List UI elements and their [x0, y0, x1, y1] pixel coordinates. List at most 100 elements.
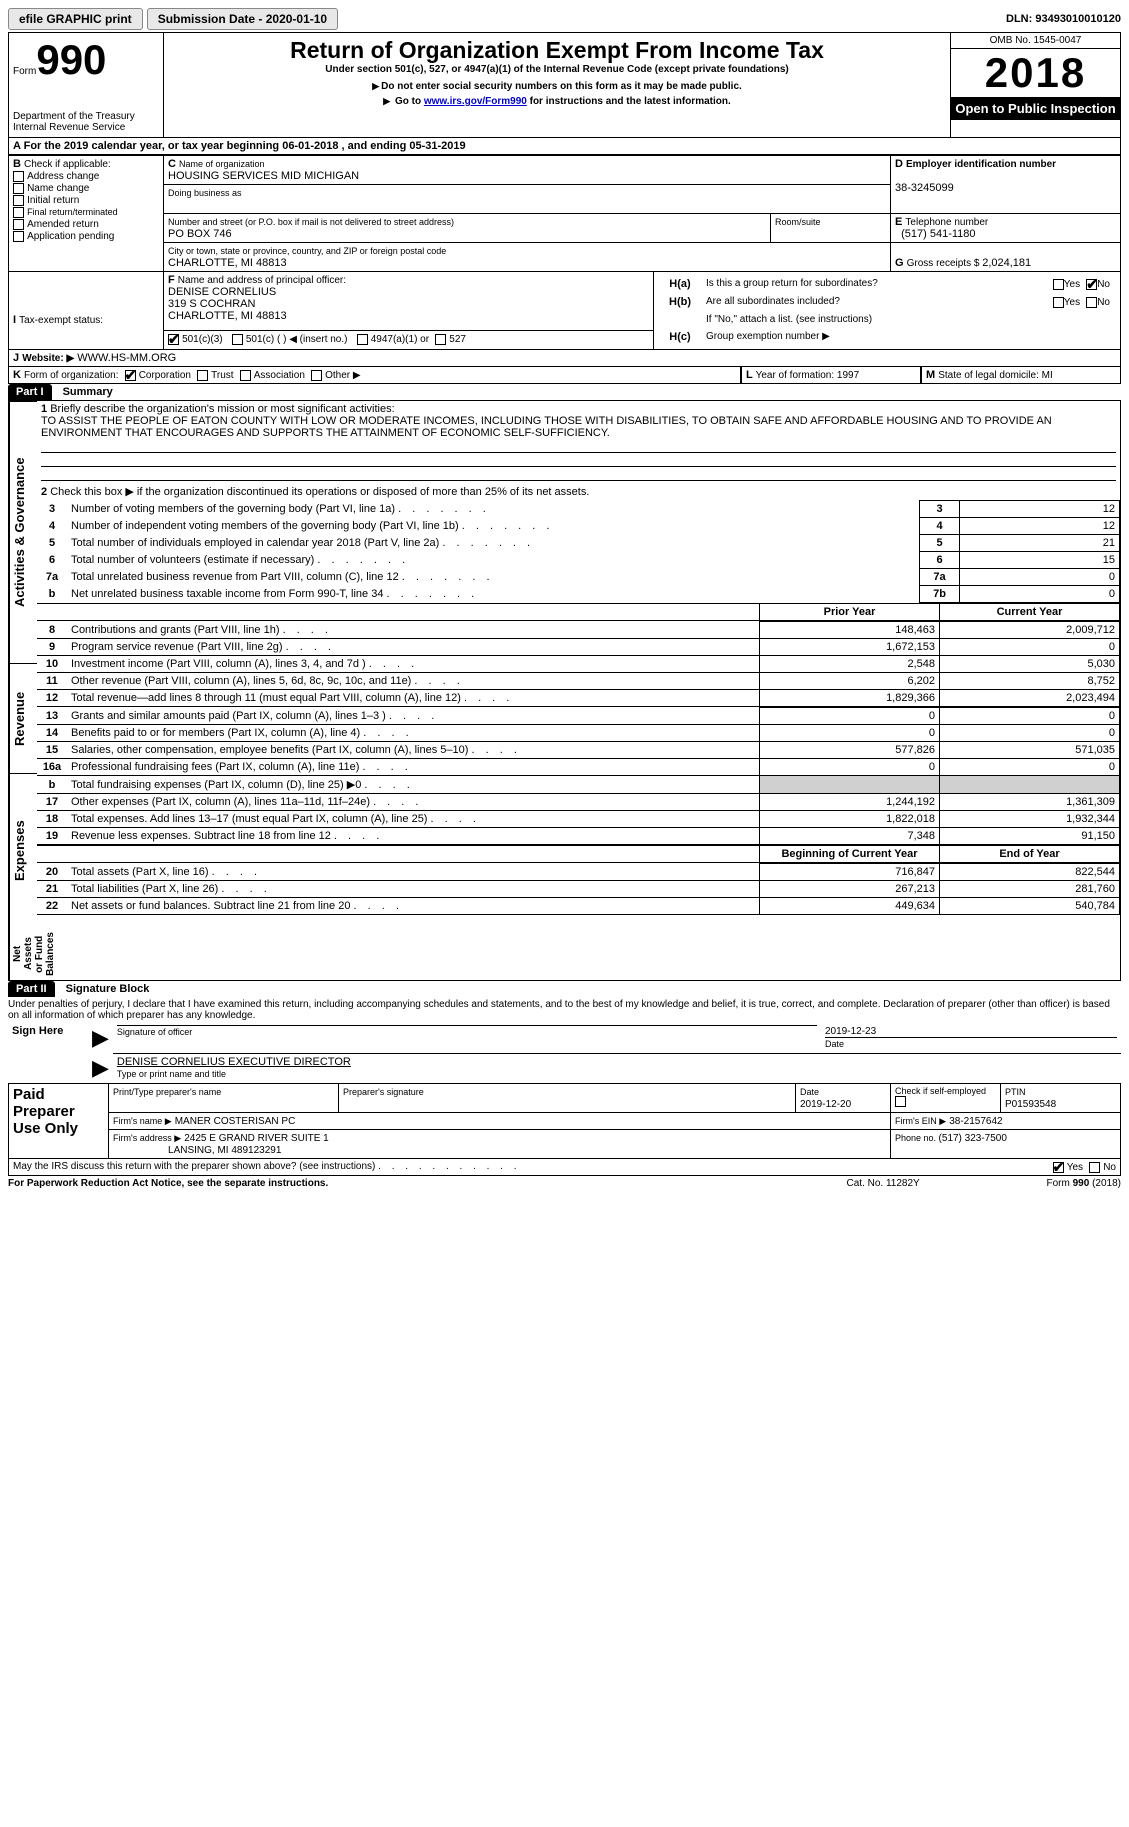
prior-val — [760, 776, 940, 794]
prior-val: 2,548 — [760, 656, 940, 673]
line-val: 12 — [960, 501, 1120, 518]
line-box: 7b — [920, 586, 960, 603]
cb-amended[interactable] — [13, 219, 24, 230]
rev-header: Prior YearCurrent Year — [37, 603, 1120, 621]
sign-table: Sign Here ▶ Signature of officer 2019-12… — [8, 1023, 1121, 1083]
line-text: Contributions and grants (Part VIII, lin… — [67, 622, 760, 639]
cb-address-change[interactable] — [13, 171, 24, 182]
cb-trust[interactable] — [197, 370, 208, 381]
section-f: F Name and address of principal officer:… — [164, 272, 654, 331]
hc: Group exemption number ▶ — [702, 329, 1114, 345]
firm-name: MANER COSTERISAN PC — [175, 1116, 296, 1127]
mission-text: TO ASSIST THE PEOPLE OF EATON COUNTY WIT… — [41, 415, 1052, 439]
line-num: 21 — [37, 881, 67, 898]
section-m: M State of legal domicile: MI — [921, 367, 1121, 384]
line-text: Total unrelated business revenue from Pa… — [67, 569, 920, 586]
klm-row: K Form of organization: Corporation Trus… — [8, 367, 1121, 384]
top-bar: efile GRAPHIC print Submission Date - 20… — [8, 8, 1121, 30]
sign-arrow-1: ▶ — [88, 1023, 113, 1053]
note-ssn: Do not enter social security numbers on … — [172, 81, 942, 92]
prior-val: 148,463 — [760, 622, 940, 639]
preparer-table: Paid Preparer Use Only Print/Type prepar… — [8, 1083, 1121, 1159]
cb-discuss-yes[interactable] — [1053, 1162, 1064, 1173]
cb-assoc[interactable] — [240, 370, 251, 381]
cb-501c3[interactable] — [168, 334, 179, 345]
line-num: 22 — [37, 898, 67, 915]
cb-initial-return[interactable] — [13, 195, 24, 206]
na-header: Beginning of Current YearEnd of Year — [37, 845, 1120, 863]
header-mid: Return of Organization Exempt From Incom… — [164, 33, 950, 137]
section-k: K Form of organization: Corporation Trus… — [8, 367, 741, 384]
cb-name-change[interactable] — [13, 183, 24, 194]
cb-ha-no[interactable] — [1086, 279, 1097, 290]
cb-hb-no[interactable] — [1086, 297, 1097, 308]
note-goto: Go to www.irs.gov/Form990 for instructio… — [172, 96, 942, 107]
officer-name: DENISE CORNELIUS — [168, 286, 276, 298]
cb-501c[interactable] — [232, 334, 243, 345]
ein: 38-3245099 — [895, 182, 954, 194]
cb-hb-yes[interactable] — [1053, 297, 1064, 308]
line-num: 13 — [37, 708, 67, 725]
line-val: 21 — [960, 535, 1120, 552]
line-text: Benefits paid to or for members (Part IX… — [67, 725, 760, 742]
cb-discuss-no[interactable] — [1089, 1162, 1100, 1173]
current-val: 5,030 — [940, 656, 1120, 673]
cb-527[interactable] — [435, 334, 446, 345]
line-num: 9 — [37, 639, 67, 656]
line-box: 5 — [920, 535, 960, 552]
officer-addr2: CHARLOTTE, MI 48813 — [168, 310, 287, 322]
section-i-opts: 501(c)(3) 501(c) ( ) ◀ (insert no.) 4947… — [164, 331, 654, 350]
q2: 2 Check this box ▶ if the organization d… — [37, 483, 1120, 500]
sig-date-val: 2019-12-23 — [825, 1026, 876, 1037]
line-text: Other expenses (Part IX, column (A), lin… — [67, 794, 760, 811]
current-val: 540,784 — [940, 898, 1120, 915]
line-num: 7a — [37, 569, 67, 586]
line-num: 12 — [37, 690, 67, 707]
section-h: H(a) Is this a group return for subordin… — [654, 272, 1121, 350]
current-val: 281,760 — [940, 881, 1120, 898]
cb-app-pending[interactable] — [13, 231, 24, 242]
line-val: 0 — [960, 569, 1120, 586]
current-val: 822,544 — [940, 864, 1120, 881]
firm-ein: 38-2157642 — [949, 1116, 1002, 1127]
section-c-street: Number and street (or P.O. box if mail i… — [164, 214, 771, 243]
line-text: Net assets or fund balances. Subtract li… — [67, 898, 760, 915]
efile-print-button[interactable]: efile GRAPHIC print — [8, 8, 143, 30]
vlabel-exp: Expenses — [9, 773, 37, 928]
ptin: P01593548 — [1005, 1099, 1056, 1110]
prep-date: 2019-12-20 — [800, 1099, 851, 1110]
form-header: Form990 Department of the Treasury Inter… — [8, 32, 1121, 138]
cb-corp[interactable] — [125, 370, 136, 381]
cb-4947[interactable] — [357, 334, 368, 345]
line-text: Salaries, other compensation, employee b… — [67, 742, 760, 759]
cb-other[interactable] — [311, 370, 322, 381]
cb-self-emp[interactable] — [895, 1096, 906, 1107]
line-val: 0 — [960, 586, 1120, 603]
line-num: 6 — [37, 552, 67, 569]
line-text: Total revenue—add lines 8 through 11 (mu… — [67, 690, 760, 707]
line-text: Net unrelated business taxable income fr… — [67, 586, 920, 603]
prior-val: 1,672,153 — [760, 639, 940, 656]
prior-val: 1,829,366 — [760, 690, 940, 707]
current-val: 91,150 — [940, 828, 1120, 845]
irs-link[interactable]: www.irs.gov/Form990 — [424, 96, 527, 107]
line-text: Revenue less expenses. Subtract line 18 … — [67, 828, 760, 845]
cb-final-return[interactable] — [13, 207, 24, 218]
section-i: I Tax-exempt status: — [9, 272, 164, 350]
dln: DLN: 93493010010120 — [1006, 13, 1121, 25]
form-number: 990 — [36, 36, 106, 83]
section-j: J Website: ▶ WWW.HS-MM.ORG — [8, 350, 1121, 367]
footer-left: For Paperwork Reduction Act Notice, see … — [8, 1178, 847, 1189]
submission-date-button[interactable]: Submission Date - 2020-01-10 — [147, 8, 338, 30]
part1-header-row: Part I Summary — [8, 384, 1121, 400]
cb-ha-yes[interactable] — [1053, 279, 1064, 290]
rev-table: 8 Contributions and grants (Part VIII, l… — [37, 621, 1120, 707]
prior-val: 577,826 — [760, 742, 940, 759]
header-left: Form990 Department of the Treasury Inter… — [9, 33, 164, 137]
gross-receipts: 2,024,181 — [982, 257, 1031, 269]
submission-label: Submission Date - — [158, 12, 266, 26]
section-c-room: Room/suite — [771, 214, 891, 243]
line-text: Total liabilities (Part X, line 26) . . … — [67, 881, 760, 898]
sign-arrow-2: ▶ — [88, 1053, 113, 1083]
city: CHARLOTTE, MI 48813 — [168, 257, 287, 269]
